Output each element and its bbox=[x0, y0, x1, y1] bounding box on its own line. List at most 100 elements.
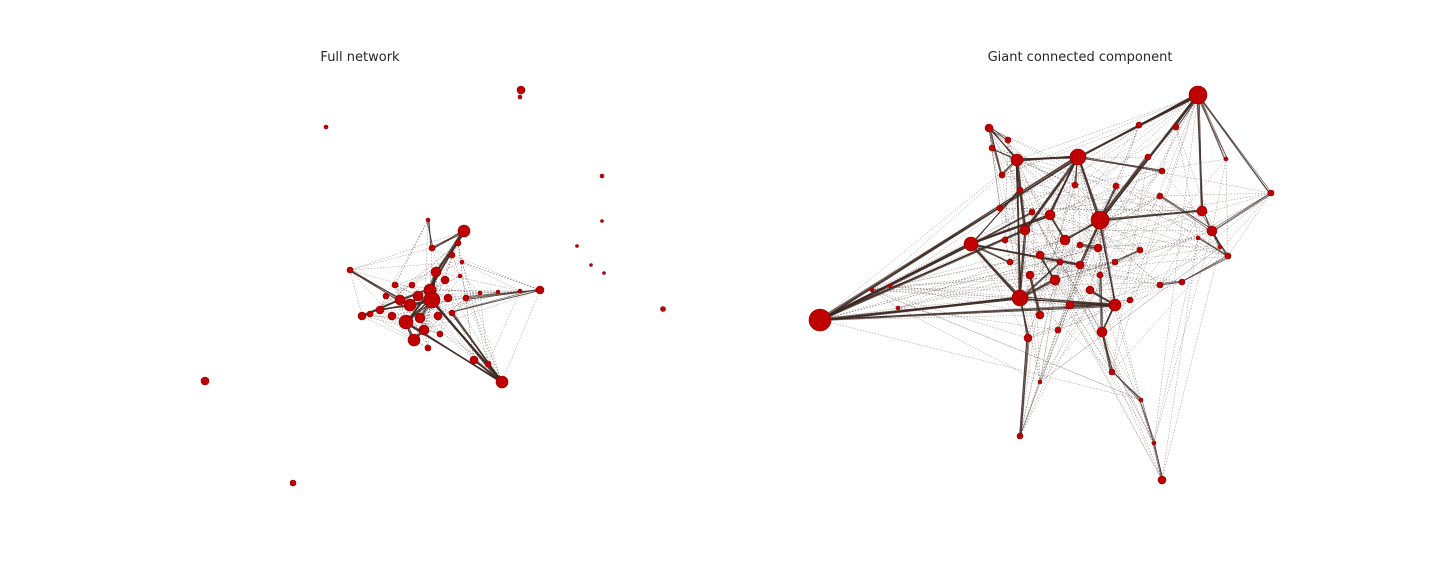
giant-component-edge bbox=[1197, 94, 1204, 211]
full-network-edge bbox=[479, 289, 541, 294]
giant-component-edge bbox=[1099, 275, 1103, 332]
giant-component-edge bbox=[1098, 156, 1149, 220]
giant-component-edge bbox=[1064, 239, 1071, 306]
giant-component-edge bbox=[989, 127, 1010, 140]
giant-component-edge bbox=[1077, 157, 1100, 220]
giant-component-node bbox=[1071, 181, 1079, 189]
giant-component-node bbox=[1011, 289, 1029, 307]
giant-component-edge bbox=[1159, 230, 1213, 286]
giant-component-edge bbox=[897, 192, 1272, 309]
giant-component-edge bbox=[1031, 195, 1161, 213]
giant-component-edge bbox=[1099, 94, 1199, 276]
giant-component-node bbox=[1006, 258, 1014, 266]
giant-component-edge bbox=[988, 128, 1002, 176]
giant-component-edge bbox=[1079, 244, 1221, 248]
full-network-edge bbox=[452, 288, 540, 312]
full-network-edge bbox=[431, 247, 481, 294]
full-network-node bbox=[459, 259, 465, 265]
giant-component-edge bbox=[1019, 381, 1041, 437]
giant-component-node bbox=[1059, 234, 1071, 246]
full-network-node bbox=[424, 344, 432, 352]
full-network-node bbox=[495, 289, 501, 295]
giant-component-node bbox=[869, 287, 875, 293]
full-network-panel: Full network bbox=[200, 50, 666, 487]
giant-component-edge bbox=[1019, 304, 1071, 437]
full-network-node bbox=[366, 310, 374, 318]
giant-component-edge bbox=[970, 243, 1029, 339]
full-network-edge bbox=[461, 261, 541, 291]
giant-component-node bbox=[1135, 121, 1143, 129]
full-network-node bbox=[200, 376, 210, 386]
giant-component-edge bbox=[1054, 185, 1117, 281]
full-network-node bbox=[589, 263, 593, 267]
giant-component-edge bbox=[1019, 336, 1028, 436]
giant-component-node bbox=[996, 204, 1004, 212]
full-network-edge bbox=[431, 231, 464, 248]
giant-component-node bbox=[1178, 278, 1186, 286]
full-network-edge bbox=[487, 290, 521, 365]
full-network-edge bbox=[451, 254, 541, 291]
giant-component-edge bbox=[970, 94, 1199, 245]
giant-component-edge bbox=[1098, 156, 1148, 219]
giant-component-edge bbox=[1152, 443, 1163, 482]
giant-component-node bbox=[988, 144, 996, 152]
full-network-node bbox=[357, 311, 367, 321]
giant-component-edge bbox=[1019, 156, 1149, 437]
giant-component-node bbox=[1075, 260, 1085, 270]
full-network-node bbox=[430, 266, 442, 278]
full-network-node bbox=[423, 291, 441, 309]
giant-component-node bbox=[1196, 205, 1208, 217]
giant-component-node bbox=[1217, 244, 1223, 250]
giant-component-node bbox=[1172, 123, 1180, 131]
giant-component-edge bbox=[1049, 185, 1117, 216]
full-network-edge bbox=[461, 261, 503, 383]
giant-component-edge bbox=[1019, 214, 1051, 437]
giant-component-edge bbox=[1212, 193, 1273, 232]
giant-component-node bbox=[1023, 333, 1033, 343]
giant-component-edge bbox=[1099, 261, 1116, 276]
full-network-edge bbox=[394, 271, 437, 286]
giant-component-edge bbox=[988, 127, 993, 149]
giant-component-edge bbox=[1024, 229, 1213, 232]
full-network-node bbox=[517, 94, 523, 100]
giant-component-edge bbox=[1039, 158, 1227, 383]
full-network-node bbox=[425, 217, 431, 223]
giant-component-node bbox=[887, 283, 893, 289]
giant-component-node bbox=[1054, 326, 1062, 334]
giant-component-edge bbox=[1019, 230, 1027, 299]
giant-component-edge bbox=[1024, 229, 1163, 481]
giant-component-edge bbox=[1057, 249, 1141, 331]
full-network-node bbox=[394, 294, 406, 306]
giant-component-edge bbox=[1039, 185, 1117, 316]
giant-component-edge bbox=[1099, 221, 1116, 304]
giant-component-node bbox=[1010, 153, 1024, 167]
giant-component-edge bbox=[1048, 157, 1079, 216]
full-network-node bbox=[382, 292, 390, 300]
full-network-node bbox=[375, 305, 385, 315]
giant-component-edge bbox=[1019, 279, 1056, 437]
giant-component-node bbox=[1108, 368, 1116, 376]
giant-component-edge bbox=[1227, 192, 1272, 257]
giant-component-node bbox=[1151, 440, 1157, 446]
giant-component-edge bbox=[971, 242, 1020, 299]
giant-component-edge bbox=[871, 255, 1229, 291]
giant-component-edge bbox=[897, 284, 1161, 309]
giant-component-edge bbox=[889, 156, 1079, 287]
giant-component-edge bbox=[1111, 156, 1149, 373]
full-network-node bbox=[387, 311, 397, 321]
giant-component-edge bbox=[1139, 400, 1156, 444]
giant-component-edge bbox=[820, 297, 1021, 320]
full-network-node bbox=[462, 294, 470, 302]
full-network-edge bbox=[394, 219, 429, 286]
giant-component-edge bbox=[1161, 246, 1221, 481]
giant-component-edge bbox=[821, 297, 1021, 322]
giant-component-edge bbox=[1159, 210, 1203, 286]
full-network-edge bbox=[349, 247, 433, 271]
giant-component-edge bbox=[999, 94, 1199, 209]
giant-component-node bbox=[984, 123, 994, 133]
full-network-edge bbox=[423, 219, 429, 331]
full-network-node bbox=[433, 311, 443, 321]
giant-component-node bbox=[1065, 300, 1075, 310]
giant-component-edge bbox=[819, 210, 1203, 321]
full-network-edge bbox=[451, 290, 540, 313]
